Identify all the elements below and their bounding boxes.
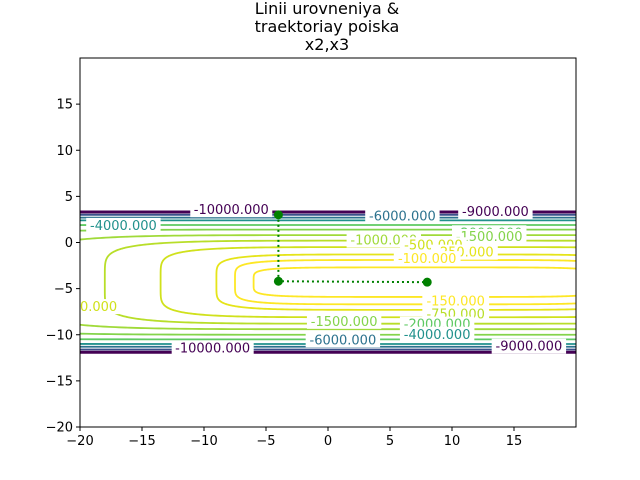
svg-text:-9000.000: -9000.000 <box>462 205 529 220</box>
x-axis: −20 −15 −10 −5 0 5 10 15 <box>66 427 522 449</box>
svg-text:-100.000: -100.000 <box>398 252 456 267</box>
y-tick-label: 15 <box>56 98 73 113</box>
x-tick-label: −20 <box>66 434 93 449</box>
svg-text:-10000.000: -10000.000 <box>194 203 269 218</box>
y-tick-label: −15 <box>46 374 73 389</box>
svg-text:-6000.000: -6000.000 <box>310 333 377 348</box>
svg-text:-4000.000: -4000.000 <box>404 328 471 343</box>
svg-text:-1500.000: -1500.000 <box>311 315 378 330</box>
contour-line <box>159 246 576 319</box>
contour-label: -150.000 <box>422 293 490 310</box>
svg-text:0.000: 0.000 <box>80 300 117 315</box>
y-tick-label: −20 <box>46 421 73 436</box>
contour-label: -10000.000 <box>171 340 254 357</box>
search-trajectory <box>273 210 432 287</box>
contour-label: -10000.000 <box>190 202 273 218</box>
svg-text:-10000.000: -10000.000 <box>175 342 250 357</box>
contour-lines <box>80 210 576 354</box>
trajectory-point <box>422 277 432 287</box>
contour-line <box>252 266 576 298</box>
svg-text:-6000.000: -6000.000 <box>369 210 436 225</box>
svg-text:-1500.000: -1500.000 <box>456 230 523 245</box>
contour-label: -1500.000 <box>452 228 527 245</box>
chart-title: Linii urovneniya &traektoriay poiskax2,x… <box>255 0 400 54</box>
y-axis: −20 −15 −10 −5 0 5 10 15 <box>46 98 80 436</box>
trajectory-point <box>273 210 283 220</box>
x-tick-label: −15 <box>128 434 155 449</box>
y-tick-label: −5 <box>54 282 73 297</box>
x-tick-label: −10 <box>190 434 217 449</box>
contour-label: -9000.000 <box>491 338 567 355</box>
contour-label: -6000.000 <box>365 208 440 225</box>
x-tick-label: 5 <box>386 434 394 449</box>
contour-labels: -10000.000 -6000.000 -9000.000 -4000.000 -10… <box>80 202 567 357</box>
contour-label: -1500.000 <box>306 313 382 330</box>
contour-line <box>215 253 576 311</box>
svg-text:-150.000: -150.000 <box>426 295 484 310</box>
x-tick-label: 10 <box>444 434 461 449</box>
contour-label: -9000.000 <box>458 204 533 220</box>
trajectory-point <box>273 276 283 286</box>
y-tick-label: 10 <box>56 144 73 159</box>
title-line: x2,x3 <box>305 35 349 54</box>
title-line: Linii urovneniya & <box>255 0 400 18</box>
contour-line <box>234 259 576 306</box>
x-tick-label: 15 <box>506 434 523 449</box>
y-tick-label: 5 <box>65 190 73 205</box>
title-line: traektoriay poiska <box>255 17 400 36</box>
contour-label: -4000.000 <box>399 326 475 343</box>
y-tick-label: −10 <box>46 328 73 343</box>
contour-line <box>103 239 576 325</box>
svg-text:-9000.000: -9000.000 <box>496 340 563 355</box>
contour-label: 0.000 <box>80 299 121 315</box>
contour-label: -100.000 <box>393 251 461 267</box>
contour-label: -4000.000 <box>86 217 161 234</box>
contour-label: -6000.000 <box>305 332 381 348</box>
x-tick-label: −5 <box>256 434 275 449</box>
svg-text:-4000.000: -4000.000 <box>90 219 157 234</box>
x-tick-label: 0 <box>324 434 332 449</box>
y-tick-label: 0 <box>65 236 73 251</box>
